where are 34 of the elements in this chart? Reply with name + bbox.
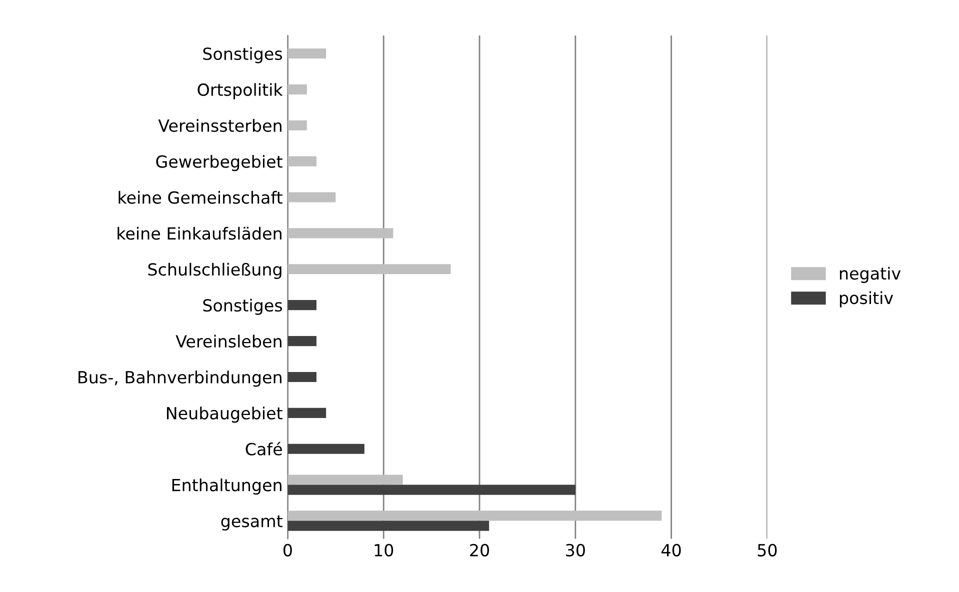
y-tick-label: Vereinssterben	[158, 119, 282, 132]
bar	[288, 372, 316, 382]
bar	[288, 156, 316, 166]
bar	[288, 408, 326, 418]
y-tick-label: Schulschließung	[148, 262, 282, 279]
y-tick-label: Enthaltungen	[172, 478, 282, 495]
y-tick-label: Ortspolitik	[198, 83, 283, 100]
bar	[288, 444, 364, 454]
y-tick-label: keine Gemeinschaft	[118, 190, 282, 204]
legend-label: negativ	[840, 266, 901, 283]
bar	[288, 192, 336, 202]
x-tick-label: 50	[758, 544, 777, 556]
y-tick-label: Café	[246, 442, 282, 456]
y-tick-label: Vereinsleben	[176, 334, 282, 348]
x-tick-label: 40	[662, 544, 681, 556]
bar	[288, 84, 307, 94]
x-tick-label: 10	[374, 544, 394, 556]
y-tick-label: Neubaugebiet	[166, 406, 282, 423]
y-tick-label: keine Einkaufsläden	[118, 226, 282, 240]
bar	[288, 336, 316, 346]
y-tick-label: Gewerbegebiet	[156, 154, 282, 172]
y-tick-label: Sonstiges	[203, 47, 282, 64]
bar	[288, 300, 316, 310]
x-tick-label: 0	[283, 544, 292, 556]
x-tick-label: 30	[566, 544, 585, 556]
bar	[288, 48, 326, 59]
legend-label: positiv	[840, 291, 894, 308]
x-tick-label: 20	[470, 544, 489, 556]
y-tick-label: Bus-, Bahnverbindungen	[78, 370, 282, 387]
bar	[288, 120, 307, 130]
bar	[288, 228, 394, 238]
bar	[288, 264, 451, 274]
y-tick-label: gesamt	[221, 515, 282, 531]
y-tick-label: Sonstiges	[203, 298, 282, 315]
